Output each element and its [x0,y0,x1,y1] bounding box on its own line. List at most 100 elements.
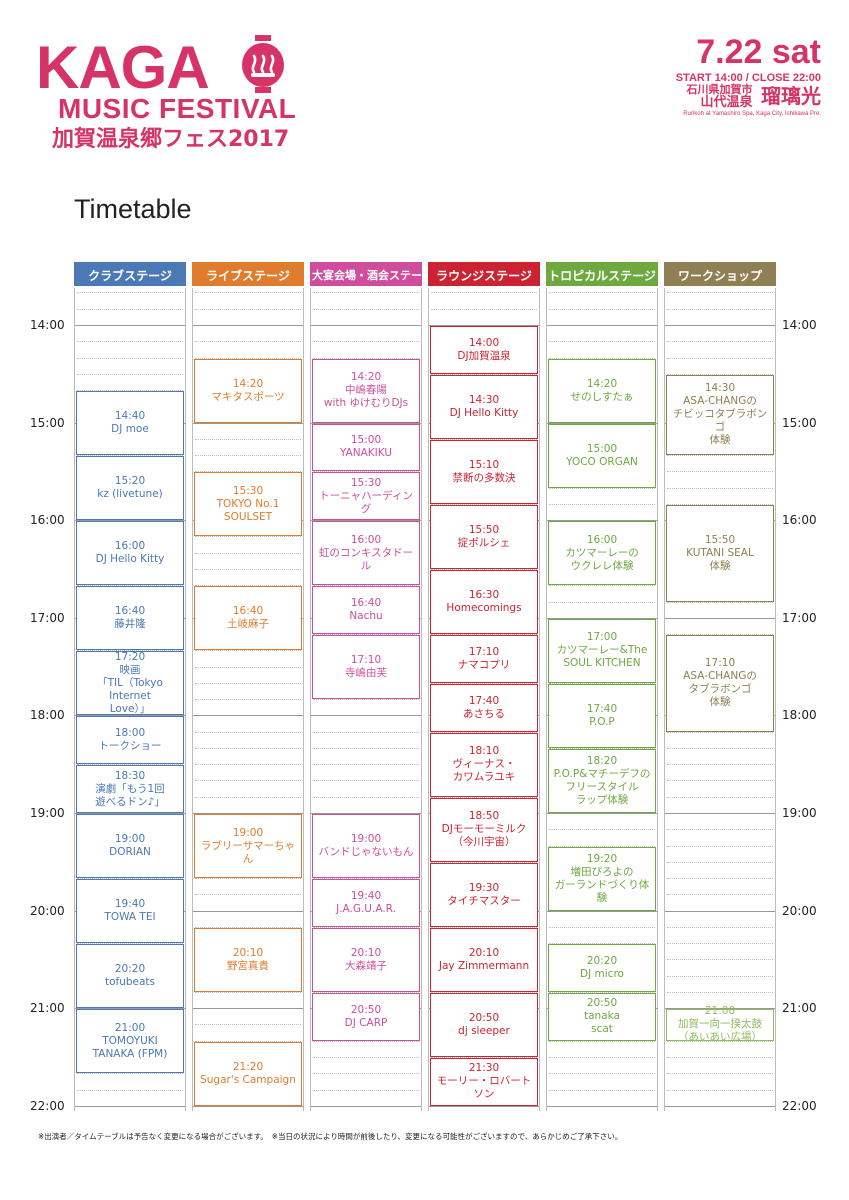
hour-line [311,325,421,326]
event-block: 15:10 禁断の多数決 [430,439,538,504]
minute-line [313,699,419,701]
location-spa: 山代温泉 [700,94,753,109]
minute-line [195,894,301,896]
event-time: 14:40 [114,410,146,423]
event-block: 15:00 YANAKIKU [312,423,420,472]
hour-line [665,910,775,912]
event-time: 21:00 [704,1005,736,1018]
time-label-right: 15:00 [782,415,817,430]
event-time: 16:40 [350,597,382,610]
event-time: 17:40 [468,694,500,707]
minute-line [313,1057,419,1058]
minute-line [431,634,537,636]
event-time: 15:50 [704,533,736,546]
minute-line [313,780,419,782]
event-time: 19:30 [468,881,500,894]
time-label-left: 20:00 [30,903,65,918]
minute-line [667,926,773,928]
event-name: トークショー [98,740,162,753]
event-block: 18:20 P.O.P&マチーデフの フリースタイル ラップ体験 [548,748,656,813]
hour-line [193,1105,303,1107]
minute-line [313,471,419,473]
event-time: 20:10 [232,946,264,959]
event-name: ASA-CHANGの チビッコタブラボンゴ 体験 [672,395,768,447]
event-block: 14:40 DJ moe [76,391,184,456]
event-name: KUTANI SEAL 体験 [686,546,754,572]
hour-line [429,325,539,326]
event-block: 19:40 J.A.G.U.A.R. [312,879,420,927]
minute-line [77,764,183,766]
minute-line [667,959,773,961]
event-block: 18:10 ヴィーナス・ カワムラユキ [430,732,538,797]
event-time: 19:00 [232,826,264,839]
time-label-left: 21:00 [30,1001,65,1016]
event-block: 15:50 掟ポルシェ [430,504,538,569]
minute-line [313,585,419,587]
event-name: kz (livetune) [97,488,163,501]
event-time: 19:00 [350,833,382,846]
hour-line [665,1105,775,1107]
minute-line [667,975,773,977]
minute-line [77,650,183,652]
event-name: タイチマスター [447,894,521,907]
time-label-right: 19:00 [782,806,817,820]
event-info: 7.22 sat START 14:00 / CLOSE 22:00 石川県加賀… [676,35,821,119]
hour-line [665,1008,775,1010]
hour-line [311,1105,421,1107]
minute-line [667,747,773,749]
event-name: YANAKIKU [339,447,393,460]
event-name: カツマーレー&The SOUL KITCHEN [556,644,648,670]
event-time: 16:00 [350,533,382,546]
hour-line [665,617,775,619]
event-name: 映画 「TIL（Tokyo Internet Love）」 [97,663,163,715]
event-block: 14:00 DJ加賀温泉 [430,326,538,374]
event-block: 18:00 トークショー [76,716,184,765]
logo-music-festival: MUSIC FESTIVAL [58,93,297,124]
event-name: せのしすたぁ [570,390,634,403]
time-label-right: 18:00 [782,708,817,723]
event-time: 17:40 [586,702,618,715]
event-time: 20:10 [468,946,500,959]
address-en: Rurikoh at Yamashiro Spa, Kaga City, Ish… [683,111,821,117]
event-time: 14:20 [350,371,382,384]
minute-line [667,829,773,831]
event-name: TOWA TEI [104,911,156,924]
event-block: 20:50 dj sleeper [430,992,538,1057]
event-time: 21:30 [468,1062,500,1075]
hour-line [75,520,185,522]
minute-line [313,731,419,733]
hour-line [311,715,421,717]
hour-line [547,617,657,619]
minute-line [313,634,419,636]
minute-line [667,1089,773,1091]
event-time: 15:50 [468,523,500,536]
minute-line [667,991,773,993]
hour-line [311,813,421,814]
minute-line [77,1089,183,1091]
hour-line [547,1105,657,1107]
event-block: 21:30 モーリー・ロバートソン [430,1058,538,1106]
minute-line [313,1073,419,1075]
minute-line [195,585,301,587]
event-time: 21:20 [232,1060,264,1073]
hour-line [429,1105,539,1107]
event-block: 15:20 kz (livetune) [76,456,184,521]
event-time: 18:50 [468,810,500,823]
minute-line [313,308,419,310]
event-time: 19:40 [350,889,382,902]
minute-line [549,308,655,310]
event-block: 21:20 Sugar's Campaign [194,1041,302,1106]
minute-line [431,1057,537,1058]
venue-name: 瑠璃光 [761,86,821,108]
event-name: Jay Zimmermann [438,959,530,972]
event-name: Nachu [349,610,383,623]
minute-line [431,569,537,570]
time-label-left: 17:00 [30,610,65,625]
minute-line [77,308,183,310]
event-name: バンドじゃないもん [318,846,414,859]
hour-line [547,325,657,326]
event-name: Sugar's Campaign [200,1073,296,1086]
event-name: P.O.P&マチーデフの フリースタイル ラップ体験 [553,767,651,806]
minute-line [549,585,655,587]
event-block: 14:20 せのしすたぁ [548,358,656,423]
